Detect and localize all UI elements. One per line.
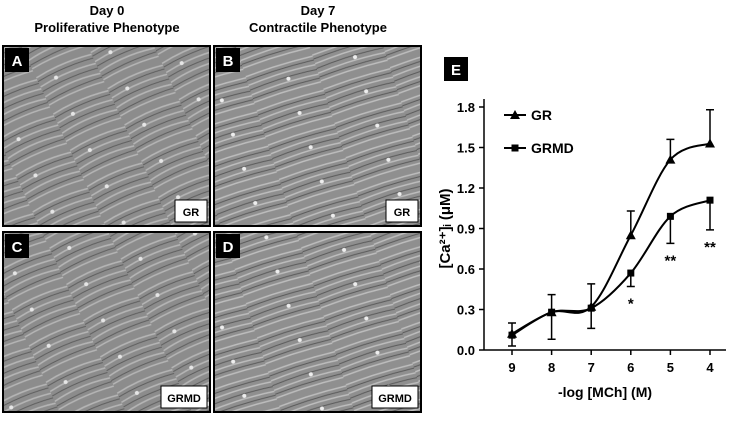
y-axis-label: [Ca²⁺]ᵢ (μM) [437,188,454,268]
series-line [511,199,711,337]
x-tick-label: 6 [627,360,634,375]
y-tick-label: 0.6 [457,262,475,277]
panel-label-box [385,199,419,223]
panel-letter: D [223,239,234,256]
marker [665,154,676,164]
marker [666,212,674,220]
legend-marker [510,110,520,119]
panels: A GR B GR C GRMD D GRMD [2,45,422,413]
series-line [511,142,711,335]
legend-label: GRMD [531,140,574,156]
y-tick-label: 0.9 [457,222,475,237]
annotation: ** [704,239,716,256]
error-bar [547,312,556,340]
legend-marker [511,144,519,152]
panel-letter-box [216,48,240,72]
chart: E 0.0 0.3 0.6 0.9 1.2 1.5 1.8 9 8 7 6 5 4 -log [MCh] (… [437,57,726,400]
panel-label: GR [183,207,200,219]
error-bar [706,200,714,231]
micrograph [213,231,422,413]
annotation: ** [665,252,677,269]
y-tick-label: 1.5 [457,141,475,156]
panel-letter-box [5,48,29,72]
panel-letter-box [5,234,29,258]
panel-letter: A [12,53,23,70]
panel-letter: E [451,62,461,79]
column-day: Day 0 [90,3,125,18]
micrograph [213,45,422,227]
panel-letter: C [12,239,23,256]
panel-letter-box [216,234,240,258]
marker [587,304,595,312]
panel-letter-box [444,57,468,81]
x-tick-label: 7 [588,360,595,375]
panel-label: GR [394,207,411,219]
marker [705,138,715,148]
panel-label-box [371,385,419,409]
marker [627,269,635,277]
y-tick-label: 1.8 [457,100,475,115]
x-axis-label: -log [MCh] (M) [558,384,652,400]
annotation: * [628,296,634,313]
marker [625,230,636,240]
x-tick-label: 9 [508,360,515,375]
marker [706,196,714,204]
legend-label: GR [531,107,552,123]
column-phenotype: Contractile Phenotype [249,20,387,35]
marker [508,331,516,339]
y-tick-label: 1.2 [457,181,475,196]
micrograph [2,231,211,413]
panel-label: GRMD [167,393,201,405]
error-bar [666,216,675,245]
column-phenotype: Proliferative Phenotype [34,20,179,35]
panel-label-box [174,199,208,223]
y-tick-label: 0.0 [457,343,475,358]
y-tick-label: 0.3 [457,303,475,318]
marker [548,308,556,316]
panel-label: GRMD [378,393,412,405]
x-tick-label: 5 [667,360,674,375]
x-tick-label: 4 [706,360,714,375]
column-day: Day 7 [301,3,336,18]
error-bar [706,108,714,144]
micrograph [2,45,211,227]
panel-letter: B [223,53,234,70]
x-tick-label: 8 [548,360,555,375]
panel-label-box [160,385,208,409]
